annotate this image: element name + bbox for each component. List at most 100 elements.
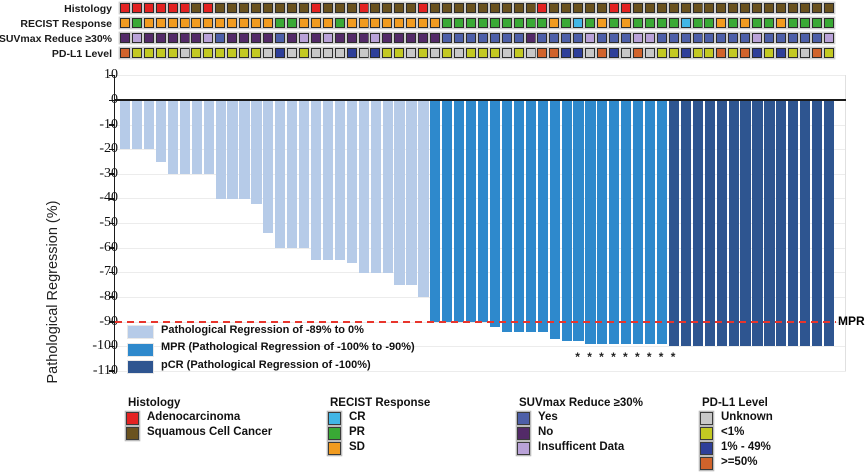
legend-swatch-pdl1-L	[700, 427, 713, 440]
annotation-cell-suvmax	[310, 33, 321, 43]
gridline--110	[115, 370, 846, 372]
annotation-cell-pdl1	[680, 48, 691, 58]
y-tick	[109, 296, 114, 299]
annotation-cell-pdl1	[716, 48, 727, 58]
gridline--100	[115, 346, 846, 348]
annotation-cell-histology	[716, 3, 727, 13]
patient-bar	[191, 101, 202, 175]
annotation-cell-histology	[155, 3, 166, 13]
annotation-cell-pdl1	[573, 48, 584, 58]
annotation-cell-suvmax	[823, 33, 834, 43]
patient-bar	[287, 101, 298, 248]
annotation-cell-pdl1	[501, 48, 512, 58]
annotation-cell-histology	[692, 3, 703, 13]
patient-bar	[764, 101, 775, 347]
annotation-cell-suvmax	[656, 33, 667, 43]
annotation-cell-histology	[143, 3, 154, 13]
annotation-cell-suvmax	[597, 33, 608, 43]
annotation-cell-suvmax	[322, 33, 333, 43]
annotation-cell-histology	[274, 3, 285, 13]
annotation-cell-recist	[573, 18, 584, 28]
y-tick	[109, 173, 114, 175]
annotation-cell-histology	[418, 3, 429, 13]
annotation-cell-recist	[453, 18, 464, 28]
plot-legend-label-mpr: MPR (Pathological Regression of -100% to…	[161, 341, 415, 354]
annotation-cell-suvmax	[776, 33, 787, 43]
legend-label: Yes	[538, 411, 558, 423]
patient-bar	[155, 101, 167, 162]
legend-swatch-suvmax-N	[517, 427, 530, 440]
annotation-cell-recist	[704, 18, 715, 28]
annotation-cell-suvmax	[227, 33, 238, 43]
significance-asterisk: *	[599, 349, 604, 364]
annotation-cell-histology	[549, 3, 560, 13]
patient-bar	[788, 101, 799, 347]
annotation-cell-histology	[346, 3, 357, 13]
annotation-cell-recist	[632, 18, 643, 28]
annotation-cell-histology	[489, 3, 500, 13]
annotation-cell-recist	[597, 18, 608, 28]
patient-bar	[656, 101, 668, 344]
significance-asterisk: *	[575, 349, 580, 364]
y-tick-label: -60	[99, 239, 118, 255]
annotation-cell-suvmax	[489, 33, 500, 43]
annotation-cell-suvmax	[609, 33, 620, 43]
annotation-cell-pdl1	[442, 48, 452, 58]
annotation-cell-suvmax	[370, 33, 381, 43]
annotation-cell-recist	[131, 18, 142, 28]
annotation-cell-pdl1	[334, 48, 345, 58]
patient-bar	[573, 101, 584, 342]
annotation-cell-suvmax	[787, 33, 798, 43]
annotation-cell-pdl1	[728, 48, 739, 58]
annotation-cell-histology	[573, 3, 584, 13]
annotation-cell-suvmax	[119, 33, 130, 43]
annotation-cell-recist	[274, 18, 285, 28]
annotation-row-label-suvmax: SUVmax Reduce ≥30%	[0, 33, 112, 45]
annotation-cell-recist	[167, 18, 178, 28]
y-tick-label: -20	[99, 141, 118, 157]
patient-bar	[823, 101, 835, 347]
y-tick-label: -80	[99, 288, 118, 304]
y-tick	[109, 271, 114, 274]
annotation-cell-pdl1	[489, 48, 500, 58]
annotation-cell-suvmax	[263, 33, 274, 43]
annotation-cell-recist	[537, 18, 548, 28]
annotation-cell-pdl1	[811, 48, 822, 58]
annotation-cell-pdl1	[286, 48, 297, 58]
annotation-cell-pdl1	[704, 48, 715, 58]
y-tick	[109, 370, 114, 372]
annotation-cell-suvmax	[143, 33, 154, 43]
patient-bar	[537, 101, 548, 332]
annotation-cell-suvmax	[632, 33, 643, 43]
patient-bar	[489, 101, 501, 327]
annotation-cell-recist	[418, 18, 429, 28]
annotation-cell-histology	[597, 3, 608, 13]
y-tick-label: -100	[92, 338, 118, 354]
patient-bar	[645, 101, 656, 344]
legend-swatch-histology-S	[126, 427, 139, 440]
annotation-cell-suvmax	[561, 33, 572, 43]
significance-asterisk: *	[623, 349, 628, 364]
annotation-cell-pdl1	[382, 48, 393, 58]
annotation-cell-recist	[298, 18, 309, 28]
significance-asterisk: *	[670, 349, 676, 364]
annotation-cell-pdl1	[191, 48, 202, 58]
annotation-cell-pdl1	[525, 48, 536, 58]
annotation-cell-pdl1	[776, 48, 787, 58]
annotation-cell-histology	[811, 3, 822, 13]
annotation-cell-recist	[322, 18, 333, 28]
annotation-cell-recist	[382, 18, 393, 28]
annotation-cell-recist	[549, 18, 560, 28]
annotation-cell-recist	[728, 18, 739, 28]
mpr-line-label: MPR	[838, 313, 865, 328]
annotation-cell-histology	[585, 3, 596, 13]
annotation-cell-suvmax	[477, 33, 488, 43]
annotation-cell-histology	[394, 3, 405, 13]
plot-legend-swatch-light	[127, 325, 154, 340]
annotation-cell-pdl1	[764, 48, 775, 58]
annotation-cell-recist	[609, 18, 620, 28]
annotation-cell-recist	[620, 18, 631, 28]
legend-swatch-suvmax-I	[517, 442, 530, 455]
annotation-cell-recist	[716, 18, 727, 28]
annotation-cell-pdl1	[215, 48, 226, 58]
